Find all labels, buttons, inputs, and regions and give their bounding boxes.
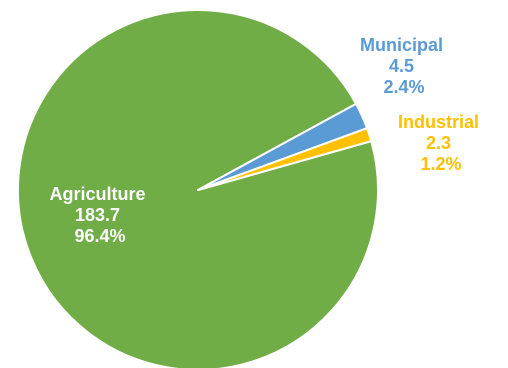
label-industrial-name: Industrial — [398, 112, 479, 132]
label-agriculture-name: Agriculture — [49, 184, 145, 204]
label-industrial-value: 2.3 — [426, 133, 451, 153]
pie-slices — [17, 9, 379, 368]
label-municipal-name: Municipal — [360, 35, 443, 55]
label-agriculture-percent: 96.4% — [74, 226, 125, 246]
pie-labels: Agriculture 183.7 96.4% Municipal 4.5 2.… — [49, 35, 484, 246]
label-municipal: Municipal 4.5 2.4% — [360, 35, 448, 97]
label-agriculture-value: 183.7 — [75, 205, 120, 225]
label-industrial-percent: 1.2% — [420, 154, 461, 174]
label-industrial: Industrial 2.3 1.2% — [398, 112, 484, 174]
label-municipal-percent: 2.4% — [383, 77, 424, 97]
label-municipal-value: 4.5 — [389, 56, 414, 76]
label-agriculture: Agriculture 183.7 96.4% — [49, 184, 150, 246]
slice-industrial — [197, 127, 373, 191]
